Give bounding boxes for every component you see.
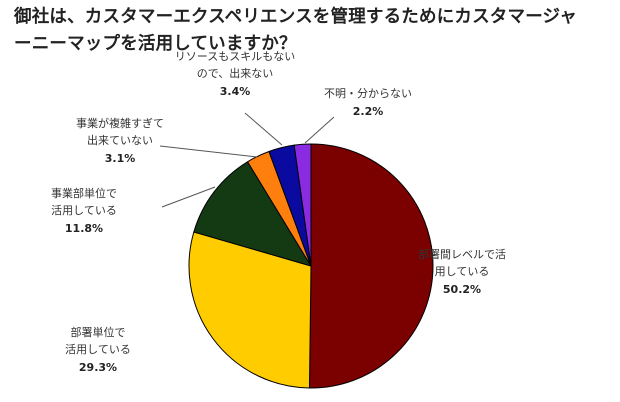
slice-label-3: 事業部単位で活用している [51, 186, 117, 217]
leader-line-5 [244, 112, 283, 146]
slice-value-label-4: 3.1% [105, 152, 136, 165]
slice-label-2: 部署単位で活用している [65, 325, 131, 356]
slice-label-5: リソースもスキルもないので、出来ない [175, 50, 295, 80]
slice-label-line: リソースもスキルもない [175, 50, 295, 63]
leader-line-3 [161, 186, 216, 208]
slice-value-label-6: 2.2% [353, 105, 384, 118]
pie-slice-6 [293, 143, 312, 267]
slice-label-line: 部署単位で [71, 325, 126, 339]
slice-value-label-3: 11.8% [65, 222, 103, 235]
slice-label-line: ので、出来ない [197, 66, 274, 80]
chart-title-line-2: ーニーマップを活用していますか？ [14, 34, 297, 54]
slice-label-line: 不明・分からない [324, 87, 412, 100]
slice-label-line: 部署間レベルで活 [418, 247, 506, 261]
leader-line-4 [159, 145, 258, 158]
pie-slice-3 [193, 161, 313, 267]
slice-label-line: 用している [435, 265, 490, 278]
leader-line-6 [304, 116, 335, 144]
slice-label-line: 活用している [51, 204, 117, 217]
pie-slice-2 [188, 231, 312, 389]
chart-title-line-1: 御社は、カスタマーエクスペリエンスを管理するためにカスタマージャ [14, 7, 578, 27]
slice-value-label-1: 50.2% [443, 283, 481, 296]
pie-slice-1 [308, 143, 434, 389]
slice-label-line: 活用している [65, 343, 131, 356]
slice-label-6: 不明・分からない [324, 87, 412, 100]
slice-value-label-5: 3.4% [220, 85, 251, 98]
slice-label-line: 事業部単位で [51, 186, 117, 200]
slice-value-label-2: 29.3% [79, 361, 117, 374]
slice-label-line: 出来ていない [87, 133, 153, 147]
slice-label-1: 部署間レベルで活用している [418, 247, 506, 278]
slice-label-4: 事業が複雑すぎて出来ていない [76, 116, 164, 147]
slice-label-line: 事業が複雑すぎて [76, 116, 164, 130]
chart-title: 御社は、カスタマーエクスペリエンスを管理するためにカスタマージャ ーニーマップを… [14, 4, 614, 58]
